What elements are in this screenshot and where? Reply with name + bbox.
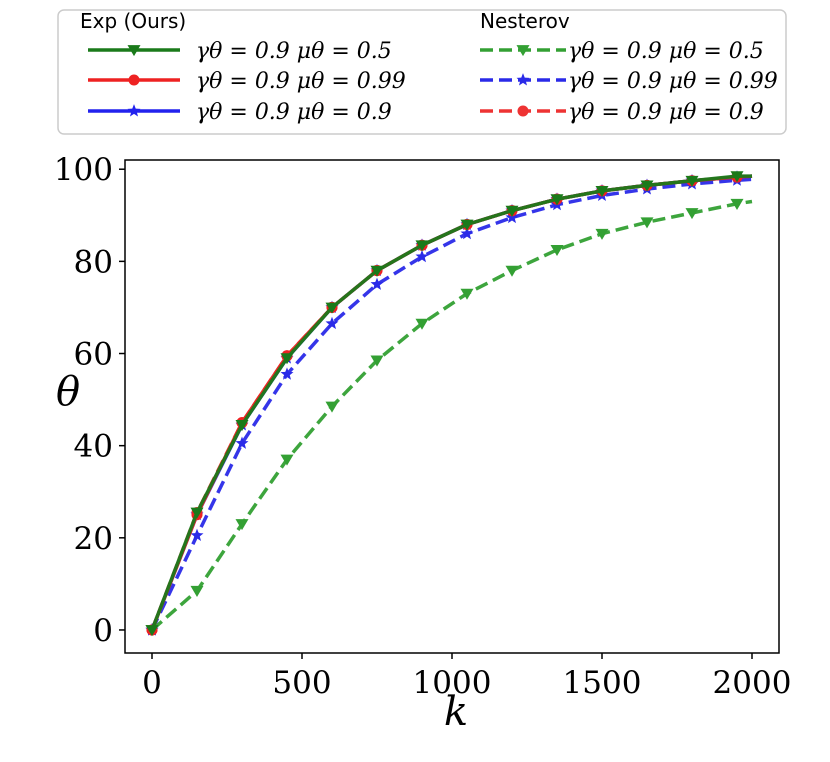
y-tick-label: 40 bbox=[74, 429, 113, 465]
legend-entry: γθ = 0.9 μθ = 0.9 bbox=[88, 100, 392, 125]
data-point bbox=[550, 194, 564, 206]
data-point bbox=[505, 265, 519, 277]
legend-label: γθ = 0.9 μθ = 0.9 bbox=[568, 100, 764, 125]
series-2 bbox=[145, 170, 753, 636]
y-axis-ticks: 0 20 40 60 80 100 bbox=[54, 152, 125, 649]
data-point bbox=[190, 507, 204, 519]
data-point bbox=[730, 198, 744, 210]
legend-marker bbox=[517, 105, 529, 117]
x-axis-ticks: 0 500 1000 1500 2000 bbox=[142, 653, 791, 701]
series-line-2 bbox=[150, 174, 753, 631]
data-point bbox=[415, 318, 429, 330]
data-point bbox=[280, 454, 294, 466]
legend-label: γθ = 0.9 μθ = 0.5 bbox=[568, 39, 764, 64]
legend-heading-exp: Exp (Ours) bbox=[80, 9, 186, 33]
series-line-0 bbox=[150, 174, 752, 631]
legend-entry: γθ = 0.9 μθ = 0.5 bbox=[480, 39, 764, 64]
data-point bbox=[460, 226, 474, 240]
legend-marker bbox=[516, 45, 530, 57]
x-tick-label: 1500 bbox=[563, 665, 642, 701]
legend-entry: γθ = 0.9 μθ = 0.5 bbox=[88, 39, 392, 64]
legend-entry: γθ = 0.9 μθ = 0.99 bbox=[480, 69, 778, 94]
data-point bbox=[235, 436, 249, 449]
data-point bbox=[505, 210, 519, 224]
legend-entry: γθ = 0.9 μθ = 0.99 bbox=[88, 69, 406, 94]
legend-marker bbox=[516, 73, 530, 86]
data-point bbox=[235, 420, 249, 432]
data-point bbox=[370, 265, 384, 277]
x-tick-label: 500 bbox=[272, 665, 331, 701]
x-axis-label: k bbox=[444, 689, 468, 735]
legend-box bbox=[57, 9, 787, 135]
data-point bbox=[190, 585, 204, 597]
legend-marker bbox=[127, 104, 141, 117]
x-tick-label: 2000 bbox=[713, 665, 792, 701]
legend-label: γθ = 0.9 μθ = 0.99 bbox=[568, 69, 778, 94]
data-point bbox=[145, 625, 159, 637]
data-point bbox=[235, 519, 249, 531]
legend-entries: γθ = 0.9 μθ = 0.5 γθ = 0.9 μθ = 0.99 γθ = … bbox=[88, 39, 778, 125]
data-point bbox=[370, 277, 384, 290]
data-point bbox=[595, 228, 609, 240]
data-point bbox=[640, 180, 654, 192]
y-axis-label: θ bbox=[56, 369, 80, 415]
data-point bbox=[415, 249, 429, 263]
y-tick-label: 80 bbox=[74, 244, 113, 280]
series-3 bbox=[145, 198, 753, 637]
legend-marker bbox=[128, 74, 140, 86]
y-tick-label: 60 bbox=[74, 337, 113, 373]
data-point bbox=[595, 185, 609, 198]
y-tick-label: 20 bbox=[74, 521, 113, 557]
legend-heading-nesterov: Nesterov bbox=[480, 9, 570, 33]
data-point bbox=[415, 240, 429, 252]
legend-label: γθ = 0.9 μθ = 0.9 bbox=[196, 100, 392, 125]
data-point bbox=[325, 302, 339, 314]
series-layer bbox=[145, 170, 753, 637]
legend-marker bbox=[127, 45, 141, 57]
legend-entry: γθ = 0.9 μθ = 0.9 bbox=[480, 100, 764, 125]
y-tick-label: 100 bbox=[54, 152, 113, 188]
data-point bbox=[370, 355, 384, 367]
series-line-3 bbox=[150, 199, 753, 632]
y-tick-label: 0 bbox=[93, 613, 113, 649]
data-point bbox=[505, 205, 519, 217]
data-point bbox=[325, 316, 339, 330]
data-point bbox=[640, 217, 654, 229]
series-line-5 bbox=[150, 174, 753, 631]
data-point bbox=[685, 175, 699, 187]
x-tick-label: 1000 bbox=[413, 665, 492, 701]
data-point bbox=[730, 171, 744, 183]
data-point bbox=[280, 367, 294, 380]
legend-label: γθ = 0.9 μθ = 0.5 bbox=[196, 39, 392, 64]
data-point bbox=[325, 401, 339, 413]
data-point bbox=[460, 288, 474, 300]
x-tick-label: 0 bbox=[142, 665, 162, 701]
data-point bbox=[460, 219, 474, 231]
legend-label: γθ = 0.9 μθ = 0.99 bbox=[196, 69, 406, 94]
data-point bbox=[190, 528, 204, 542]
plot-frame bbox=[124, 159, 780, 654]
data-point bbox=[280, 353, 294, 365]
series-4 bbox=[145, 173, 753, 636]
data-point bbox=[685, 208, 699, 220]
series-line-1 bbox=[150, 174, 753, 631]
series-0 bbox=[145, 171, 752, 637]
data-point bbox=[550, 244, 564, 257]
series-line-4 bbox=[150, 177, 753, 631]
